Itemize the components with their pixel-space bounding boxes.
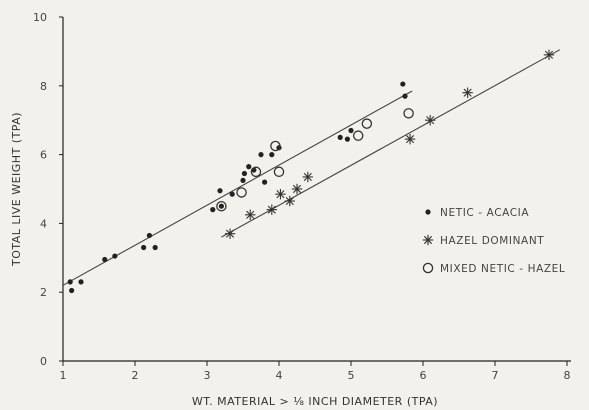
point-star [275,188,286,200]
point-circle [361,118,373,129]
point-circle [352,130,364,141]
point-circle [250,166,262,178]
point-dot [112,253,118,259]
point-dot [67,279,73,285]
point-star [266,204,277,215]
point-star [302,171,313,183]
legend-label: NETIC - ACACIA [440,207,529,219]
fit-line-1 [62,90,413,286]
y-tick-label: 0 [40,355,47,368]
point-circle [273,166,285,178]
point-dot [102,256,108,263]
y-tick-label: 2 [40,286,47,299]
point-dot [146,232,152,239]
point-dot [262,179,268,185]
x-axis-title: WT. MATERIAL > ⅛ INCH DIAMETER (TPA) [192,395,438,408]
y-tick-label: 8 [40,80,47,93]
x-tick-label: 7 [492,369,499,382]
point-dot [337,134,343,140]
point-star [404,133,416,145]
point-dot [217,188,223,194]
data-points [67,49,555,294]
y-tick-label: 10 [33,11,47,24]
legend-marker-star [422,234,434,246]
point-star [425,115,436,126]
point-dot [269,152,275,158]
point-dot [210,207,216,213]
point-dot [258,152,264,158]
point-star [245,209,256,220]
point-star [291,183,303,195]
x-tick-label: 4 [276,369,283,382]
point-dot [246,164,252,170]
legend-marker-dot [425,209,431,215]
legend: NETIC - ACACIA HAZEL DOMINANT MIXED NETIC … [422,207,565,275]
x-tick-label: 2 [132,369,139,382]
fit-line-2 [221,49,561,238]
point-dot [78,279,84,285]
point-dot [240,177,246,183]
legend-marker-circle [422,262,434,274]
point-circle [216,200,227,212]
point-dot [141,244,147,251]
point-star [284,195,295,207]
point-circle [236,187,247,198]
x-tick-label: 8 [564,369,571,382]
point-star [462,87,473,98]
x-tick-label: 3 [204,369,211,382]
axes: 1 2 3 4 5 6 7 8 0 2 4 6 8 10 [33,11,571,382]
point-dot [229,191,235,197]
x-tick-label: 5 [348,369,355,382]
point-dot [152,244,158,251]
point-dot [218,203,224,209]
fit-lines [62,49,561,286]
point-dot [69,287,75,294]
point-dot [400,81,406,87]
point-star [543,49,555,61]
point-circle [403,108,414,119]
y-tick-label: 4 [40,217,47,230]
point-circle [270,140,281,152]
legend-label: HAZEL DOMINANT [440,235,544,247]
point-dot [241,170,248,177]
x-tick-label: 6 [420,369,427,382]
point-dot [344,136,350,142]
point-dot [348,127,354,134]
y-axis-title: TOTAL LIVE WEIGHT (TPA) [10,112,23,267]
y-tick-label: 6 [40,149,47,162]
legend-label: MIXED NETIC - HAZEL [440,263,565,275]
point-star [224,228,236,239]
point-dot [402,93,408,99]
x-tick-label: 1 [60,369,67,382]
